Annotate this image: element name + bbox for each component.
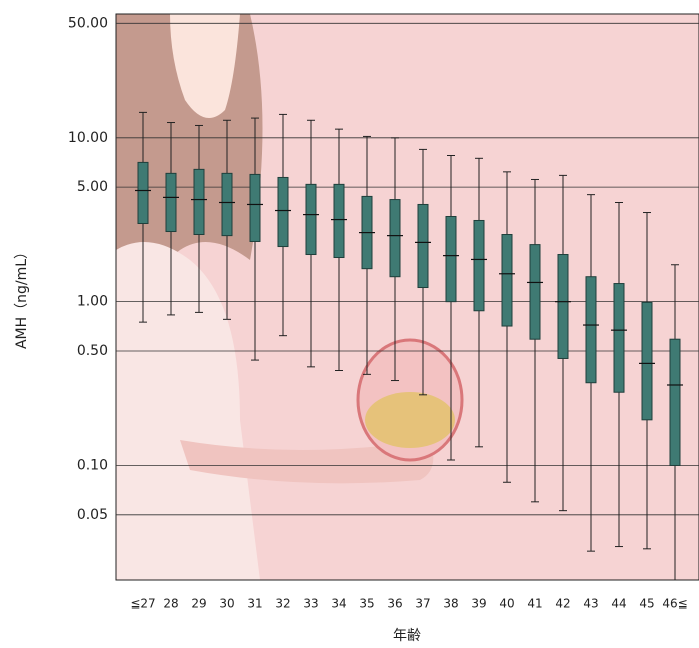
y-tick-label: 0.05 [77, 507, 108, 523]
x-tick-label: 39 [471, 597, 486, 611]
y-tick-label: 10.00 [68, 130, 108, 146]
box [334, 184, 344, 257]
box [642, 302, 652, 419]
x-tick-label: 36 [387, 597, 402, 611]
y-tick-label: 50.00 [68, 15, 108, 31]
x-tick-label: 38 [443, 597, 458, 611]
x-tick-label: 40 [499, 597, 514, 611]
y-axis-label: AMH（ng/mL） [14, 245, 30, 349]
x-tick-label: 43 [583, 597, 598, 611]
box [502, 235, 512, 327]
box [166, 173, 176, 231]
y-tick-label: 1.00 [77, 294, 108, 310]
y-tick-label: 0.50 [77, 343, 108, 359]
box [138, 162, 148, 223]
chart: AMH（ng/mL） 年齢 50.00 10.00 5.00 1.00 0.50 0.10… [0, 0, 699, 648]
x-tick-label: 34 [331, 597, 346, 611]
x-tick-label: 44 [611, 597, 626, 611]
x-tick-label: 41 [527, 597, 542, 611]
background-illustration [116, 14, 699, 580]
box [418, 204, 428, 287]
y-tick-label: 5.00 [77, 179, 108, 195]
box [558, 255, 568, 359]
box [278, 177, 288, 246]
box [614, 284, 624, 393]
x-tick-label: 31 [247, 597, 262, 611]
box [194, 169, 204, 234]
box [446, 216, 456, 301]
box [670, 339, 680, 465]
x-tick-label: 29 [191, 597, 206, 611]
x-tick-label: 33 [303, 597, 318, 611]
x-tick-label: 45 [639, 597, 654, 611]
y-tick-label: 0.10 [77, 457, 108, 473]
x-tick-label: 46≦ [662, 597, 687, 611]
box [530, 245, 540, 340]
box [390, 200, 400, 277]
box [586, 277, 596, 383]
x-tick-label: 37 [415, 597, 430, 611]
x-tick-label: 28 [163, 597, 178, 611]
box [222, 173, 232, 235]
box [250, 174, 260, 241]
x-tick-label: 30 [219, 597, 234, 611]
x-tick-label: 42 [555, 597, 570, 611]
box [474, 220, 484, 310]
x-tick-label: 32 [275, 597, 290, 611]
x-tick-label: 35 [359, 597, 374, 611]
box [306, 184, 316, 254]
x-axis-label: 年齢 [393, 628, 421, 644]
x-tick-label: ≦27 [130, 597, 155, 611]
